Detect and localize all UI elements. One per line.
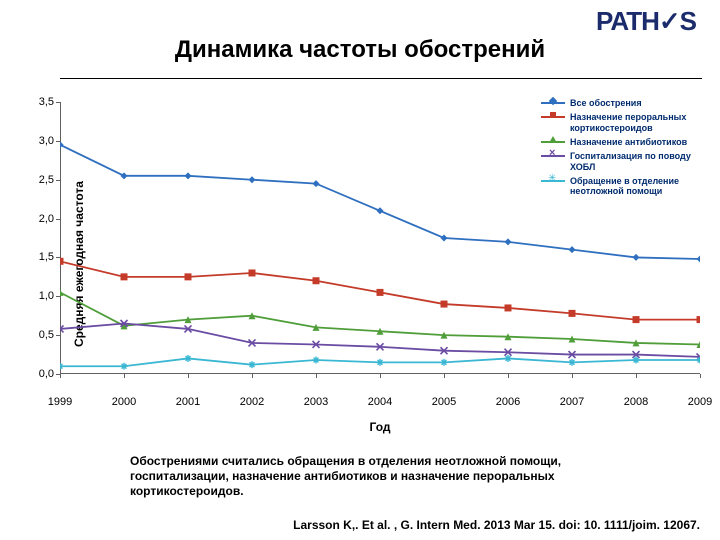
citation-text: Larsson K,. Et al. , G. Intern Med. 2013… [240,518,700,532]
series-marker [697,255,701,262]
x-tick-mark [316,374,317,378]
x-tick: 2006 [496,396,520,408]
y-tick: 2,0 [24,213,54,225]
x-tick: 1999 [48,396,72,408]
legend-swatch [541,112,565,122]
x-tick: 2003 [304,396,328,408]
x-tick: 2002 [240,396,264,408]
legend-item: ✳ Обращение в отделение неотложной помощи [541,176,700,197]
series-marker [377,289,384,296]
legend-label: Все обострения [570,98,642,108]
series-marker [313,277,320,284]
series-marker [313,357,320,364]
y-tick-mark [56,257,60,258]
y-tick: 0,5 [24,329,54,341]
series-line [60,292,700,344]
series-marker [249,176,256,183]
legend-item: Все обострения [541,98,700,108]
x-tick-mark [124,374,125,378]
series-marker [569,359,576,366]
y-tick: 3,0 [24,135,54,147]
series-marker [441,359,448,366]
y-tick: 0,0 [24,368,54,380]
series-marker [313,180,320,187]
x-tick-mark [444,374,445,378]
x-tick: 2007 [560,396,584,408]
y-tick: 3,5 [24,96,54,108]
legend-label: Назначение антибиотиков [570,137,687,147]
legend-label: Назначение пероральных кортикостероидов [570,112,700,133]
x-tick-mark [60,374,61,378]
x-tick: 2005 [432,396,456,408]
series-marker [121,363,128,370]
series-marker [185,172,192,179]
x-tick: 2009 [688,396,712,408]
y-tick-mark [56,296,60,297]
divider [60,78,702,79]
x-tick-mark [380,374,381,378]
x-tick-mark [636,374,637,378]
x-tick-mark [700,374,701,378]
x-tick: 2004 [368,396,392,408]
legend-swatch: ✳ [541,176,565,186]
y-tick-mark [56,141,60,142]
series-marker [185,273,192,280]
series-marker [697,316,701,323]
x-tick: 2001 [176,396,200,408]
y-tick-mark [56,219,60,220]
legend-item: Назначение пероральных кортикостероидов [541,112,700,133]
series-marker [633,316,640,323]
legend-item: × Госпитализация по поводу ХОБЛ [541,151,700,172]
series-marker [60,258,64,265]
y-tick: 1,0 [24,290,54,302]
series-marker [249,269,256,276]
series-marker [569,310,576,317]
series-marker [121,273,128,280]
series-marker [60,141,64,148]
y-tick-mark [56,102,60,103]
slide-title: Динамика частоты обострений [0,36,720,64]
series-marker [633,254,640,261]
x-tick-mark [572,374,573,378]
series-marker [441,301,448,308]
series-marker [377,207,384,214]
series-marker [185,355,192,362]
legend-item: Назначение антибиотиков [541,137,700,147]
y-tick: 1,5 [24,251,54,263]
slide: PATH✓S Динамика частоты обострений Средн… [0,0,720,540]
series-marker [377,359,384,366]
series-marker [505,355,512,362]
legend-swatch [541,98,565,108]
x-tick-mark [252,374,253,378]
series-marker [505,238,512,245]
caption-text: Обострениями считались обращения в отдел… [130,454,630,499]
line-chart: Средняя ежегодная частота Все обострения… [60,92,700,392]
legend-swatch: × [541,151,565,161]
x-tick-mark [188,374,189,378]
series-marker [569,246,576,253]
y-tick: 2,5 [24,174,54,186]
series-marker [60,363,64,370]
x-tick: 2008 [624,396,648,408]
legend-label: Обращение в отделение неотложной помощи [570,176,700,197]
x-tick-mark [508,374,509,378]
series-marker [441,235,448,242]
legend-label: Госпитализация по поводу ХОБЛ [570,151,700,172]
x-axis-label: Год [60,420,700,434]
legend: Все обострения Назначение пероральных кор… [541,98,700,201]
series-marker [60,289,64,296]
legend-swatch [541,137,565,147]
x-tick: 2000 [112,396,136,408]
series-marker [121,172,128,179]
series-marker [505,304,512,311]
brand-logo: PATH✓S [596,6,696,37]
y-tick-mark [56,180,60,181]
series-marker [249,361,256,368]
y-tick-mark [56,335,60,336]
